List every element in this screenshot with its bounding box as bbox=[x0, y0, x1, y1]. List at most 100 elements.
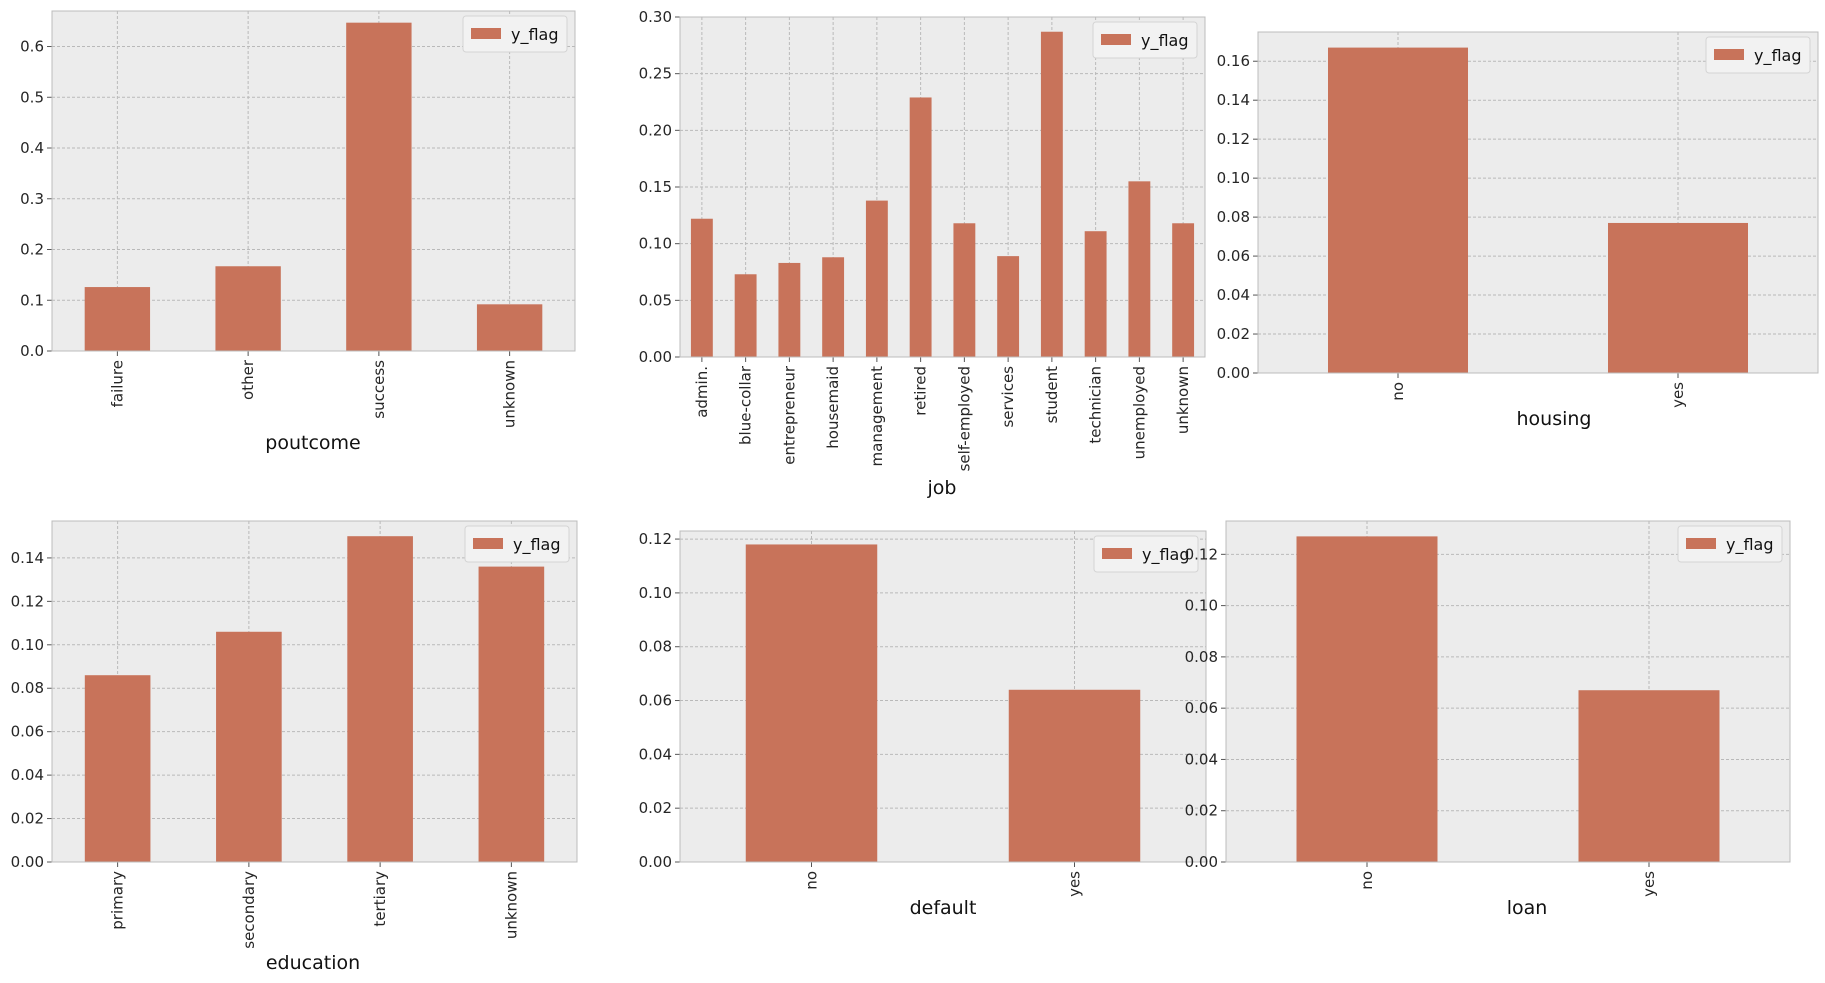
legend-box bbox=[1092, 21, 1198, 59]
y-tick-label: 0.12 bbox=[1217, 130, 1250, 148]
y-tick-label: 0.00 bbox=[11, 853, 44, 871]
bar-tertiary bbox=[347, 536, 413, 862]
plot-frame bbox=[679, 530, 1207, 863]
y-tick-label: 0.10 bbox=[639, 235, 672, 253]
y-tick-label: 0.04 bbox=[11, 766, 44, 784]
x-axis-title: loan bbox=[1507, 897, 1548, 919]
y-tick-label: 0.10 bbox=[1185, 597, 1218, 615]
x-tick-label: failure bbox=[108, 360, 126, 407]
x-tick-label: housemaid bbox=[824, 366, 842, 449]
x-axis-title: job bbox=[927, 477, 957, 499]
x-tick-label: technician bbox=[1087, 366, 1105, 444]
y-tick-label: 0.06 bbox=[1185, 699, 1218, 717]
y-tick-label: 0.04 bbox=[639, 745, 672, 763]
y-tick-label: 0.20 bbox=[639, 121, 672, 139]
x-tick-label: success bbox=[370, 360, 388, 419]
legend-label: y_flag bbox=[1754, 46, 1802, 66]
bar-services bbox=[997, 256, 1020, 357]
y-tick-label: 0.4 bbox=[20, 139, 44, 157]
y-tick-label: 0.00 bbox=[1185, 853, 1218, 871]
y-tick-label: 0.05 bbox=[639, 291, 672, 309]
bar-housemaid bbox=[822, 257, 845, 357]
y-tick-label: 0.02 bbox=[11, 810, 44, 828]
legend-box bbox=[1677, 525, 1783, 563]
y-tick-label: 0.10 bbox=[1217, 169, 1250, 187]
bar-unknown bbox=[1172, 223, 1195, 357]
legend-swatch bbox=[1714, 49, 1744, 60]
plot-frame bbox=[679, 16, 1206, 358]
legend-label: y_flag bbox=[1142, 545, 1190, 565]
bar-secondary bbox=[216, 631, 282, 862]
legend-swatch bbox=[1686, 538, 1716, 549]
bar-no bbox=[1328, 47, 1468, 374]
x-tick-label: secondary bbox=[240, 871, 258, 949]
y-tick-label: 0.02 bbox=[639, 799, 672, 817]
bar-entrepreneur bbox=[778, 262, 801, 357]
bar-unknown bbox=[478, 566, 545, 862]
y-tick-label: 0.06 bbox=[639, 692, 672, 710]
legend-box bbox=[464, 525, 570, 563]
x-tick-label: unknown bbox=[502, 871, 520, 939]
plot-frame bbox=[51, 520, 578, 863]
plot-frame bbox=[1257, 31, 1819, 374]
y-tick-label: 0.08 bbox=[11, 679, 44, 697]
plot-frame bbox=[1225, 520, 1791, 863]
y-tick-label: 0.08 bbox=[1217, 208, 1250, 226]
y-tick-label: 0.04 bbox=[1185, 750, 1218, 768]
x-tick-label: primary bbox=[109, 871, 127, 930]
legend: y_flag bbox=[1093, 535, 1199, 573]
bar-no bbox=[745, 544, 878, 862]
x-tick-label: services bbox=[999, 366, 1017, 428]
bar-management bbox=[865, 200, 888, 357]
chart-panel-3: 0.00 0.02 0.04 0.06 0.08 0.10 0.12 0.14 0.16 no ye… bbox=[1217, 31, 1819, 430]
y-tick-label: 0.10 bbox=[639, 584, 672, 602]
y-tick-label: 0.04 bbox=[1217, 286, 1250, 304]
x-tick-label: tertiary bbox=[371, 871, 389, 927]
y-tick-label: 0.02 bbox=[1185, 802, 1218, 820]
x-tick-label: student bbox=[1043, 366, 1061, 423]
bar-yes bbox=[1008, 689, 1141, 862]
legend-swatch bbox=[471, 28, 501, 39]
y-tick-label: 0.12 bbox=[1185, 545, 1218, 563]
legend-label: y_flag bbox=[513, 535, 561, 555]
x-tick-label: entrepreneur bbox=[780, 365, 798, 465]
bar-admin. bbox=[690, 218, 713, 357]
legend-box bbox=[1705, 36, 1811, 74]
chart-panel-5: 0.00 0.02 0.04 0.06 0.08 0.10 0.12 no yes default… bbox=[639, 530, 1207, 919]
x-tick-label: retired bbox=[912, 366, 930, 416]
x-tick-label: no bbox=[803, 871, 821, 890]
x-axis-title: poutcome bbox=[265, 432, 360, 454]
y-tick-label: 0.25 bbox=[639, 65, 672, 83]
x-tick-label: no bbox=[1358, 871, 1376, 890]
chart-panel-6: 0.00 0.02 0.04 0.06 0.08 0.10 0.12 no yes loan y_f… bbox=[1185, 520, 1791, 919]
legend: y_flag bbox=[1677, 525, 1783, 563]
y-tick-label: 0.12 bbox=[11, 592, 44, 610]
legend: y_flag bbox=[462, 15, 568, 53]
bar-failure bbox=[84, 287, 151, 351]
x-tick-label: yes bbox=[1669, 382, 1687, 408]
y-tick-label: 0.08 bbox=[1185, 648, 1218, 666]
bar-technician bbox=[1084, 231, 1107, 357]
x-tick-label: self-employed bbox=[955, 366, 973, 471]
y-tick-label: 0.1 bbox=[20, 291, 44, 309]
x-tick-label: unknown bbox=[1174, 366, 1192, 434]
y-tick-label: 0.00 bbox=[1217, 364, 1250, 382]
y-tick-label: 0.6 bbox=[20, 38, 44, 56]
x-axis-title: education bbox=[266, 952, 360, 974]
bar-other bbox=[215, 266, 281, 351]
legend-box bbox=[462, 15, 568, 53]
x-tick-label: unknown bbox=[501, 360, 519, 428]
chart-panel-4: 0.00 0.02 0.04 0.06 0.08 0.10 0.12 0.14 primary s… bbox=[11, 520, 578, 974]
x-tick-label: yes bbox=[1640, 871, 1658, 897]
y-tick-label: 0.00 bbox=[639, 853, 672, 871]
bar-unemployed bbox=[1128, 181, 1151, 357]
bar-yes bbox=[1578, 690, 1720, 862]
legend-box bbox=[1093, 535, 1199, 573]
y-tick-label: 0.14 bbox=[1217, 91, 1250, 109]
bar-unknown bbox=[476, 304, 543, 351]
y-tick-label: 0.3 bbox=[20, 190, 44, 208]
x-tick-label: management bbox=[868, 366, 886, 467]
legend: y_flag bbox=[1092, 21, 1198, 59]
x-tick-label: unemployed bbox=[1130, 366, 1148, 459]
